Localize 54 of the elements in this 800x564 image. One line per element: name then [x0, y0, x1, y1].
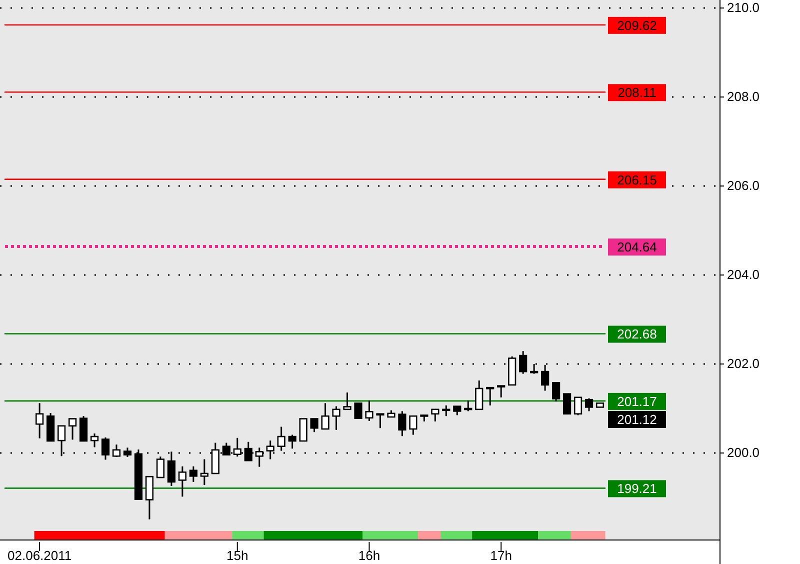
candlestick [540, 364, 550, 392]
ref-line-label: 202.68 [617, 326, 657, 342]
candlestick [431, 408, 440, 422]
ref-line-label: 204.64 [617, 240, 657, 255]
candlestick [519, 350, 528, 375]
y-tick-label: 210.0 [727, 0, 760, 16]
annotation: 201.12 [617, 412, 657, 427]
candlestick [332, 406, 340, 431]
x-tick-label: 16h [358, 548, 380, 563]
ref-line-label: 199.21 [617, 481, 657, 496]
candlestick [475, 380, 484, 410]
x-tick-label: 15h [226, 548, 248, 563]
x-tick-label: 02.06.2011 [8, 548, 72, 563]
candlestick [310, 418, 318, 433]
candlestick [123, 446, 132, 458]
candlestick [321, 402, 330, 430]
y-tick-label: 204.0 [727, 267, 760, 282]
candlestick [90, 432, 99, 448]
y-tick-label: 206.0 [727, 178, 760, 194]
candlestick [562, 393, 572, 414]
candlestick [376, 413, 384, 429]
candlestick [486, 386, 494, 406]
ref-line-label: 201.17 [617, 394, 657, 409]
candlestick [354, 402, 362, 419]
candlestick [277, 426, 286, 452]
candlestick [343, 392, 352, 410]
ref-line-label: 206.15 [617, 172, 657, 188]
candlestick [145, 476, 154, 520]
y-tick-label: 200.0 [727, 445, 760, 460]
candlestick [36, 402, 44, 440]
ref-line-label: 208.11 [618, 85, 656, 100]
candlestick [156, 456, 164, 478]
candlestick [101, 436, 110, 460]
candlestick [288, 434, 296, 450]
y-tick-label: 202.0 [727, 356, 760, 372]
candlestick [299, 418, 308, 442]
candlestick [464, 400, 472, 412]
candlestick [584, 398, 594, 412]
candlestick [574, 396, 582, 416]
candlestick [497, 385, 506, 398]
candlestick [189, 466, 198, 483]
candlestick [398, 410, 406, 437]
candlestick [200, 458, 208, 486]
y-tick-label: 208.0 [727, 89, 760, 104]
candlestick [552, 382, 560, 402]
ref-line-label: 209.62 [617, 18, 657, 33]
candlestick [365, 400, 374, 422]
x-tick-label: 17h [490, 548, 512, 563]
candlestick [68, 418, 77, 440]
candlestick [442, 404, 450, 417]
candlestick [409, 415, 418, 436]
candlestick [79, 415, 88, 442]
candlestick [178, 466, 186, 498]
candlestick [112, 444, 121, 458]
